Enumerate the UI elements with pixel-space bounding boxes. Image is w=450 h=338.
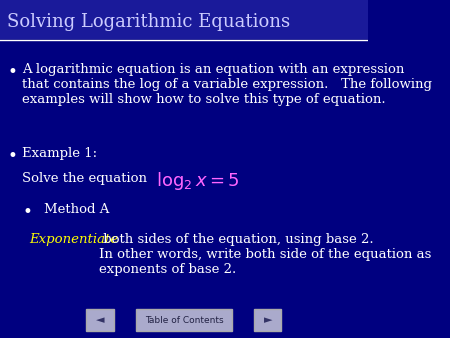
FancyBboxPatch shape	[0, 0, 368, 39]
Text: •: •	[22, 203, 32, 221]
FancyBboxPatch shape	[136, 309, 232, 331]
Text: •: •	[7, 63, 17, 80]
Text: Solving Logarithmic Equations: Solving Logarithmic Equations	[7, 13, 291, 31]
Text: Example 1:: Example 1:	[22, 147, 97, 160]
Text: •: •	[7, 147, 17, 165]
FancyBboxPatch shape	[254, 309, 281, 331]
Text: Method A: Method A	[44, 203, 109, 216]
FancyBboxPatch shape	[86, 309, 114, 331]
Text: both sides of the equation, using base 2.
In other words, write both side of the: both sides of the equation, using base 2…	[99, 233, 431, 276]
Text: $\log_2 x = 5$: $\log_2 x = 5$	[156, 170, 240, 192]
Text: Exponentiate: Exponentiate	[29, 233, 119, 246]
Text: Solve the equation: Solve the equation	[22, 172, 147, 185]
Text: A logarithmic equation is an equation with an expression
that contains the log o: A logarithmic equation is an equation wi…	[22, 63, 432, 105]
Text: ◄: ◄	[96, 315, 105, 325]
Text: ►: ►	[264, 315, 272, 325]
Text: Table of Contents: Table of Contents	[144, 316, 223, 325]
